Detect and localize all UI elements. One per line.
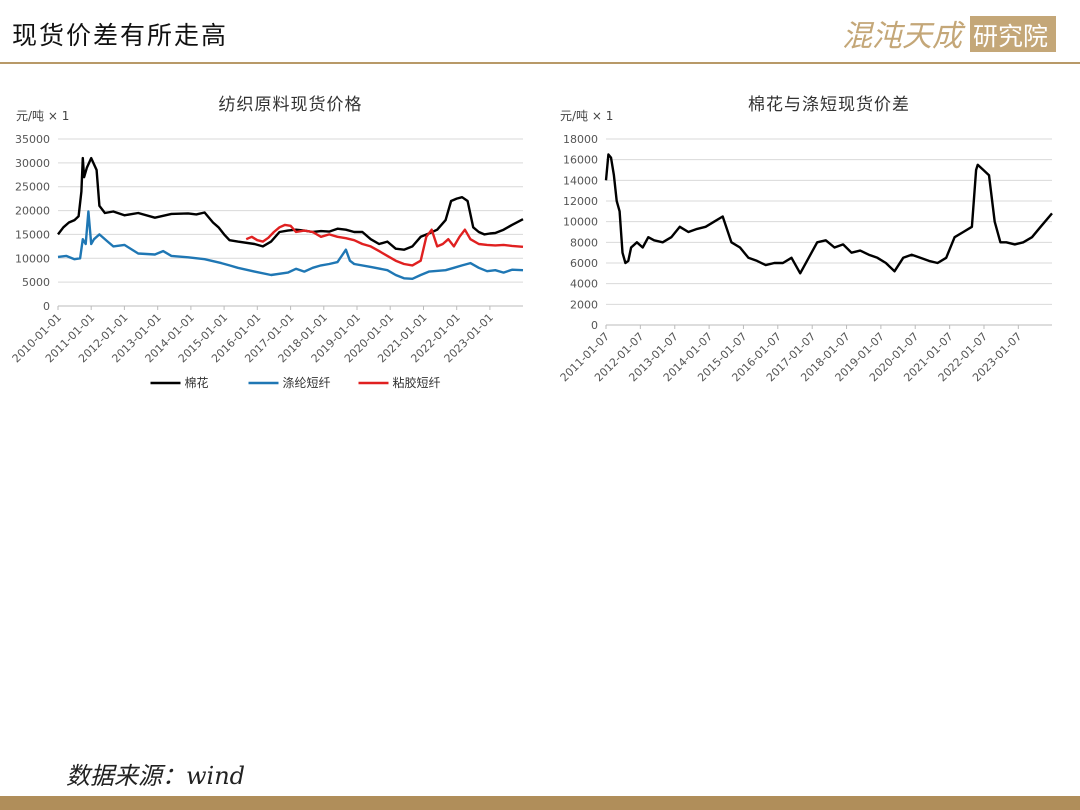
logo-text-right: 研究院 <box>973 22 1048 51</box>
logo-text-left: 混沌天成 <box>842 19 966 54</box>
source-note: 数据来源：wind <box>66 762 246 790</box>
series-line-2 <box>57 210 524 280</box>
y-tick-label: 15000 <box>15 228 50 241</box>
chart-title: 棉花与涤短现货价差 <box>748 95 910 115</box>
y-tick-label: 25000 <box>15 181 50 194</box>
logo: 混沌天成 研究院 <box>842 16 1056 54</box>
y-tick-label: 14000 <box>563 174 598 187</box>
chart-title: 纺织原料现货价格 <box>219 95 363 115</box>
header-divider <box>0 62 1080 64</box>
y-tick-label: 20000 <box>15 205 50 218</box>
y-unit-label: 元/吨 × 1 <box>560 109 613 123</box>
page-title: 现货价差有所走高 <box>12 21 229 50</box>
y-tick-label: 10000 <box>563 216 598 229</box>
series-line-1 <box>57 156 524 251</box>
y-tick-label: 10000 <box>15 252 50 265</box>
y-tick-label: 0 <box>43 300 50 313</box>
legend-label: 涤纶短纤 <box>283 376 331 390</box>
y-tick-label: 18000 <box>563 133 598 146</box>
y-unit-label: 元/吨 × 1 <box>16 109 69 123</box>
y-tick-label: 30000 <box>15 157 50 170</box>
y-tick-label: 2000 <box>570 298 598 311</box>
y-tick-label: 35000 <box>15 133 50 146</box>
footer-bar <box>0 796 1080 810</box>
y-tick-label: 6000 <box>570 257 598 270</box>
legend-label: 棉花 <box>185 375 209 390</box>
y-tick-label: 4000 <box>570 278 598 291</box>
series-line-1 <box>604 153 1053 275</box>
series-line-3 <box>245 223 524 267</box>
y-tick-label: 5000 <box>22 276 50 289</box>
y-tick-label: 12000 <box>563 195 598 208</box>
y-tick-label: 0 <box>591 319 598 332</box>
logo-box <box>970 16 1056 52</box>
legend-label: 粘胶短纤 <box>393 375 441 390</box>
y-tick-label: 16000 <box>563 154 598 167</box>
y-tick-label: 8000 <box>570 236 598 249</box>
